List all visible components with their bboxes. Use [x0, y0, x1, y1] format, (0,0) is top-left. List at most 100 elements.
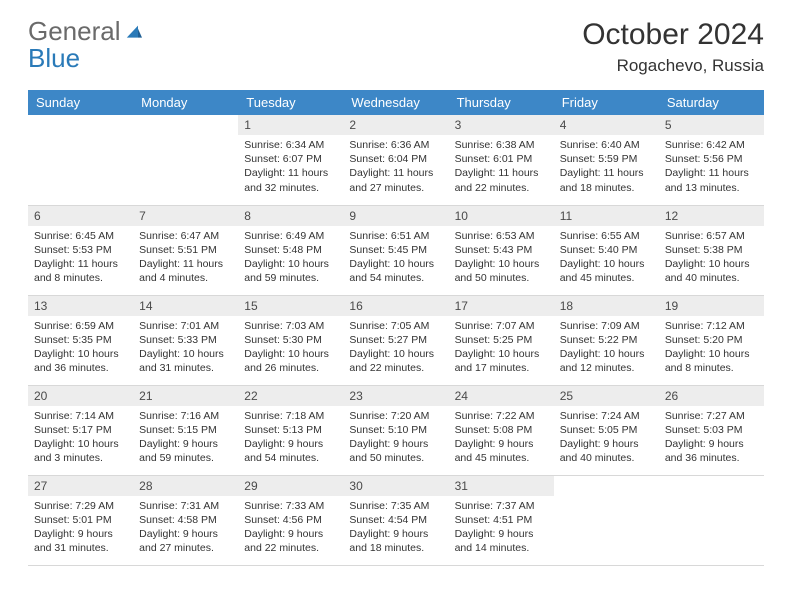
day-number: 19: [659, 296, 764, 316]
day-details: Sunrise: 6:36 AMSunset: 6:04 PMDaylight:…: [343, 135, 448, 199]
sunset-text: Sunset: 5:59 PM: [560, 152, 653, 166]
daylight-text: Daylight: 9 hours and 22 minutes.: [244, 527, 337, 555]
calendar-cell: [659, 475, 764, 565]
day-number: 28: [133, 476, 238, 496]
sunrise-text: Sunrise: 6:55 AM: [560, 229, 653, 243]
calendar-cell: 6Sunrise: 6:45 AMSunset: 5:53 PMDaylight…: [28, 205, 133, 295]
day-number: 5: [659, 115, 764, 135]
sunrise-text: Sunrise: 7:20 AM: [349, 409, 442, 423]
day-details: Sunrise: 7:12 AMSunset: 5:20 PMDaylight:…: [659, 316, 764, 380]
day-details: Sunrise: 6:42 AMSunset: 5:56 PMDaylight:…: [659, 135, 764, 199]
sunset-text: Sunset: 5:13 PM: [244, 423, 337, 437]
daylight-text: Daylight: 10 hours and 17 minutes.: [455, 347, 548, 375]
day-details: Sunrise: 7:27 AMSunset: 5:03 PMDaylight:…: [659, 406, 764, 470]
day-details: Sunrise: 6:49 AMSunset: 5:48 PMDaylight:…: [238, 226, 343, 290]
daylight-text: Daylight: 11 hours and 32 minutes.: [244, 166, 337, 194]
day-number: 16: [343, 296, 448, 316]
day-details: Sunrise: 6:45 AMSunset: 5:53 PMDaylight:…: [28, 226, 133, 290]
calendar-cell: [554, 475, 659, 565]
sunset-text: Sunset: 5:48 PM: [244, 243, 337, 257]
day-details: Sunrise: 7:24 AMSunset: 5:05 PMDaylight:…: [554, 406, 659, 470]
day-details: Sunrise: 6:55 AMSunset: 5:40 PMDaylight:…: [554, 226, 659, 290]
sunrise-text: Sunrise: 7:16 AM: [139, 409, 232, 423]
sunset-text: Sunset: 6:01 PM: [455, 152, 548, 166]
calendar-cell: 11Sunrise: 6:55 AMSunset: 5:40 PMDayligh…: [554, 205, 659, 295]
calendar-cell: 31Sunrise: 7:37 AMSunset: 4:51 PMDayligh…: [449, 475, 554, 565]
daylight-text: Daylight: 10 hours and 31 minutes.: [139, 347, 232, 375]
day-number: 6: [28, 206, 133, 226]
sunrise-text: Sunrise: 6:59 AM: [34, 319, 127, 333]
calendar-cell: 21Sunrise: 7:16 AMSunset: 5:15 PMDayligh…: [133, 385, 238, 475]
daylight-text: Daylight: 9 hours and 31 minutes.: [34, 527, 127, 555]
sunset-text: Sunset: 4:54 PM: [349, 513, 442, 527]
day-header: Tuesday: [238, 90, 343, 115]
day-number: 30: [343, 476, 448, 496]
day-details: Sunrise: 7:18 AMSunset: 5:13 PMDaylight:…: [238, 406, 343, 470]
sunset-text: Sunset: 5:53 PM: [34, 243, 127, 257]
calendar-cell: 17Sunrise: 7:07 AMSunset: 5:25 PMDayligh…: [449, 295, 554, 385]
sunrise-text: Sunrise: 6:38 AM: [455, 138, 548, 152]
calendar-row: 13Sunrise: 6:59 AMSunset: 5:35 PMDayligh…: [28, 295, 764, 385]
day-number: 22: [238, 386, 343, 406]
day-number: 3: [449, 115, 554, 135]
day-number: 24: [449, 386, 554, 406]
sunset-text: Sunset: 5:38 PM: [665, 243, 758, 257]
daylight-text: Daylight: 9 hours and 59 minutes.: [139, 437, 232, 465]
daylight-text: Daylight: 11 hours and 27 minutes.: [349, 166, 442, 194]
calendar-cell: 14Sunrise: 7:01 AMSunset: 5:33 PMDayligh…: [133, 295, 238, 385]
sunset-text: Sunset: 5:45 PM: [349, 243, 442, 257]
calendar-row: 1Sunrise: 6:34 AMSunset: 6:07 PMDaylight…: [28, 115, 764, 205]
daylight-text: Daylight: 11 hours and 13 minutes.: [665, 166, 758, 194]
day-details: Sunrise: 7:37 AMSunset: 4:51 PMDaylight:…: [449, 496, 554, 560]
calendar-cell: 3 Sunrise: 6:38 AMSunset: 6:01 PMDaylight…: [449, 115, 554, 205]
day-header: Sunday: [28, 90, 133, 115]
daylight-text: Daylight: 10 hours and 50 minutes.: [455, 257, 548, 285]
day-details: Sunrise: 7:31 AMSunset: 4:58 PMDaylight:…: [133, 496, 238, 560]
sunset-text: Sunset: 4:58 PM: [139, 513, 232, 527]
daylight-text: Daylight: 9 hours and 45 minutes.: [455, 437, 548, 465]
day-number: 1: [238, 115, 343, 135]
calendar-row: 20Sunrise: 7:14 AMSunset: 5:17 PMDayligh…: [28, 385, 764, 475]
daylight-text: Daylight: 9 hours and 27 minutes.: [139, 527, 232, 555]
day-number: 17: [449, 296, 554, 316]
daylight-text: Daylight: 11 hours and 22 minutes.: [455, 166, 548, 194]
daylight-text: Daylight: 9 hours and 40 minutes.: [560, 437, 653, 465]
sunrise-text: Sunrise: 7:29 AM: [34, 499, 127, 513]
day-details: Sunrise: 6:53 AMSunset: 5:43 PMDaylight:…: [449, 226, 554, 290]
day-number: 2: [343, 115, 448, 135]
day-number: 7: [133, 206, 238, 226]
day-number: 15: [238, 296, 343, 316]
day-details: Sunrise: 7:29 AMSunset: 5:01 PMDaylight:…: [28, 496, 133, 560]
sail-icon: [124, 16, 144, 46]
sunrise-text: Sunrise: 7:09 AM: [560, 319, 653, 333]
sunset-text: Sunset: 5:05 PM: [560, 423, 653, 437]
day-number: 13: [28, 296, 133, 316]
day-details: Sunrise: 6:47 AMSunset: 5:51 PMDaylight:…: [133, 226, 238, 290]
sunset-text: Sunset: 5:40 PM: [560, 243, 653, 257]
calendar-cell: 15Sunrise: 7:03 AMSunset: 5:30 PMDayligh…: [238, 295, 343, 385]
day-header: Saturday: [659, 90, 764, 115]
sunset-text: Sunset: 6:07 PM: [244, 152, 337, 166]
calendar-cell: 18Sunrise: 7:09 AMSunset: 5:22 PMDayligh…: [554, 295, 659, 385]
brand-part1: General: [28, 16, 121, 46]
day-details: Sunrise: 7:09 AMSunset: 5:22 PMDaylight:…: [554, 316, 659, 380]
day-number: 10: [449, 206, 554, 226]
calendar-cell: 9Sunrise: 6:51 AMSunset: 5:45 PMDaylight…: [343, 205, 448, 295]
sunset-text: Sunset: 5:22 PM: [560, 333, 653, 347]
calendar-cell: 8Sunrise: 6:49 AMSunset: 5:48 PMDaylight…: [238, 205, 343, 295]
sunset-text: Sunset: 6:04 PM: [349, 152, 442, 166]
calendar-cell: 30Sunrise: 7:35 AMSunset: 4:54 PMDayligh…: [343, 475, 448, 565]
sunrise-text: Sunrise: 7:12 AM: [665, 319, 758, 333]
calendar-cell: 7Sunrise: 6:47 AMSunset: 5:51 PMDaylight…: [133, 205, 238, 295]
daylight-text: Daylight: 10 hours and 36 minutes.: [34, 347, 127, 375]
daylight-text: Daylight: 9 hours and 36 minutes.: [665, 437, 758, 465]
calendar-cell: 16Sunrise: 7:05 AMSunset: 5:27 PMDayligh…: [343, 295, 448, 385]
day-header: Thursday: [449, 90, 554, 115]
daylight-text: Daylight: 10 hours and 59 minutes.: [244, 257, 337, 285]
calendar-cell: 27Sunrise: 7:29 AMSunset: 5:01 PMDayligh…: [28, 475, 133, 565]
sunset-text: Sunset: 4:51 PM: [455, 513, 548, 527]
day-details: Sunrise: 6:51 AMSunset: 5:45 PMDaylight:…: [343, 226, 448, 290]
day-details: Sunrise: 6:57 AMSunset: 5:38 PMDaylight:…: [659, 226, 764, 290]
day-number: 29: [238, 476, 343, 496]
day-details: Sunrise: 7:01 AMSunset: 5:33 PMDaylight:…: [133, 316, 238, 380]
